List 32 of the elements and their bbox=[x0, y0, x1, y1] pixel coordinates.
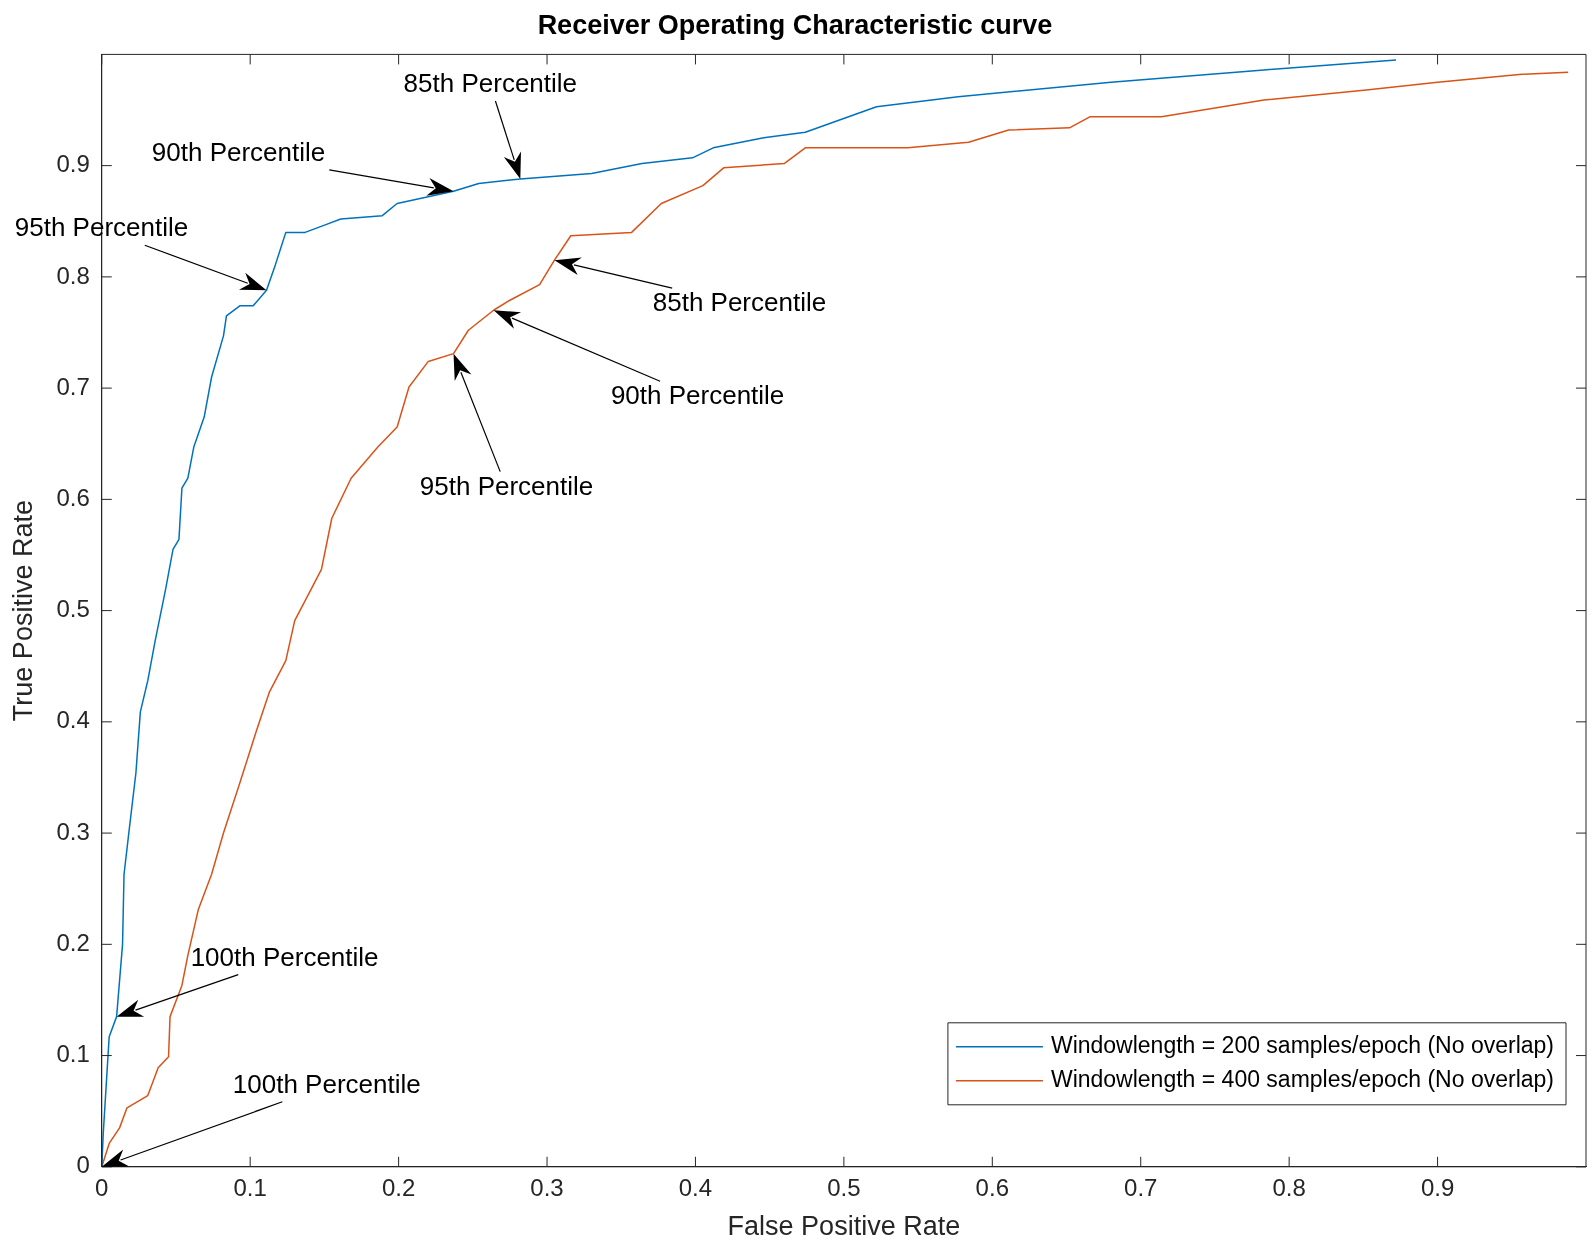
x-tick-label: 0.4 bbox=[678, 1173, 713, 1201]
x-tick-label: 0 bbox=[95, 1173, 109, 1201]
annotation: 85th Percentile bbox=[403, 68, 578, 99]
y-tick-label: 0.3 bbox=[56, 817, 90, 845]
y-tick-label: 0.9 bbox=[56, 150, 90, 178]
x-tick-label: 0.7 bbox=[1124, 1173, 1158, 1201]
annotation: 95th Percentile bbox=[419, 470, 594, 501]
y-tick-label: 0.8 bbox=[56, 261, 90, 289]
y-tick-label: 0.2 bbox=[56, 928, 90, 956]
y-tick-label: 0.4 bbox=[56, 706, 90, 734]
x-axis-title: False Positive Rate bbox=[727, 1211, 961, 1242]
x-tick-label: 0.9 bbox=[1420, 1173, 1455, 1201]
y-tick-label: 0.1 bbox=[56, 1040, 90, 1068]
x-tick-label: 0.1 bbox=[233, 1173, 267, 1201]
x-tick-label: 0.5 bbox=[827, 1173, 861, 1201]
annotation: 90th Percentile bbox=[151, 137, 326, 168]
y-tick-label: 0.7 bbox=[56, 372, 90, 400]
y-tick-label: 0.5 bbox=[56, 595, 90, 623]
annotation: 90th Percentile bbox=[610, 380, 785, 411]
legend-label: Windowlength = 200 samples/epoch (No overlap) bbox=[1050, 1032, 1555, 1059]
legend-label: Windowlength = 400 samples/epoch (No overlap) bbox=[1050, 1066, 1555, 1093]
annotation: 100th Percentile bbox=[232, 1068, 421, 1099]
y-tick-label: 0.6 bbox=[56, 483, 90, 511]
x-tick-label: 0.6 bbox=[975, 1173, 1009, 1201]
x-tick-label: 0.2 bbox=[381, 1173, 416, 1201]
chart-title: Receiver Operating Characteristic curve bbox=[537, 9, 1053, 40]
x-tick-label: 0.8 bbox=[1272, 1173, 1306, 1201]
annotation: 100th Percentile bbox=[190, 941, 379, 972]
annotation: 85th Percentile bbox=[652, 287, 827, 318]
y-tick-label: 0 bbox=[76, 1151, 90, 1179]
x-tick-label: 0.3 bbox=[530, 1173, 564, 1201]
y-axis-title: True Positive Rate bbox=[7, 500, 38, 722]
